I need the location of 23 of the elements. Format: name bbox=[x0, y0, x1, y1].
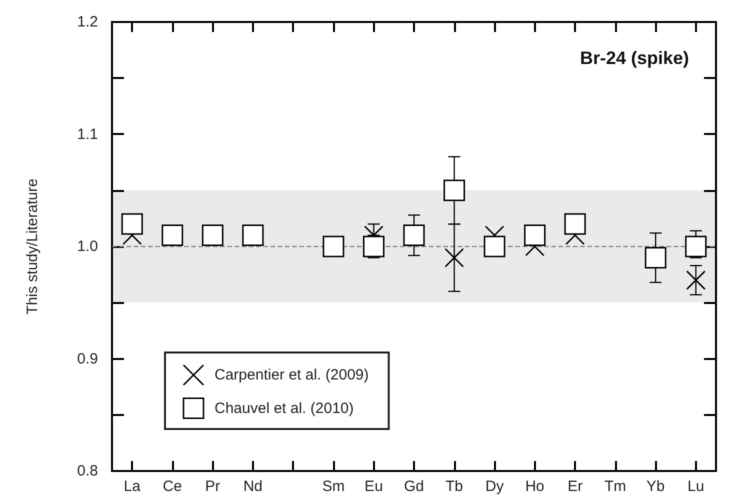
x-tick-label: Dy bbox=[485, 478, 504, 495]
annotation: Br-24 (spike) bbox=[580, 48, 690, 68]
y-axis-title: This study/Literature bbox=[24, 178, 41, 314]
x-tick-label: Yb bbox=[646, 478, 665, 495]
x-tick-label: Tm bbox=[604, 478, 626, 495]
x-tick-label: Lu bbox=[688, 478, 704, 495]
y-tick-label: 1.0 bbox=[77, 238, 98, 255]
x-tick-label: La bbox=[124, 478, 142, 495]
x-tick-label: Sm bbox=[322, 478, 345, 495]
x-tick-label: Pr bbox=[205, 478, 220, 495]
y-tick-label: 0.9 bbox=[77, 350, 98, 368]
x-tick-label: Gd bbox=[404, 478, 424, 495]
legend-label: Chauvel et al. (2010) bbox=[214, 400, 354, 417]
x-tick-label: Nd bbox=[243, 478, 263, 495]
legend-label: Carpentier et al. (2009) bbox=[214, 366, 369, 384]
x-tick-label: Tb bbox=[446, 478, 464, 495]
x-tick-label: Ce bbox=[162, 478, 182, 495]
x-tick-label: Eu bbox=[364, 478, 383, 495]
y-tick-label: 1.1 bbox=[77, 126, 98, 143]
y-tick-label: 0.8 bbox=[77, 462, 98, 480]
x-tick-label: Ho bbox=[525, 478, 544, 495]
y-tick-label: 1.2 bbox=[77, 14, 98, 30]
x-tick-label: Er bbox=[568, 478, 583, 495]
